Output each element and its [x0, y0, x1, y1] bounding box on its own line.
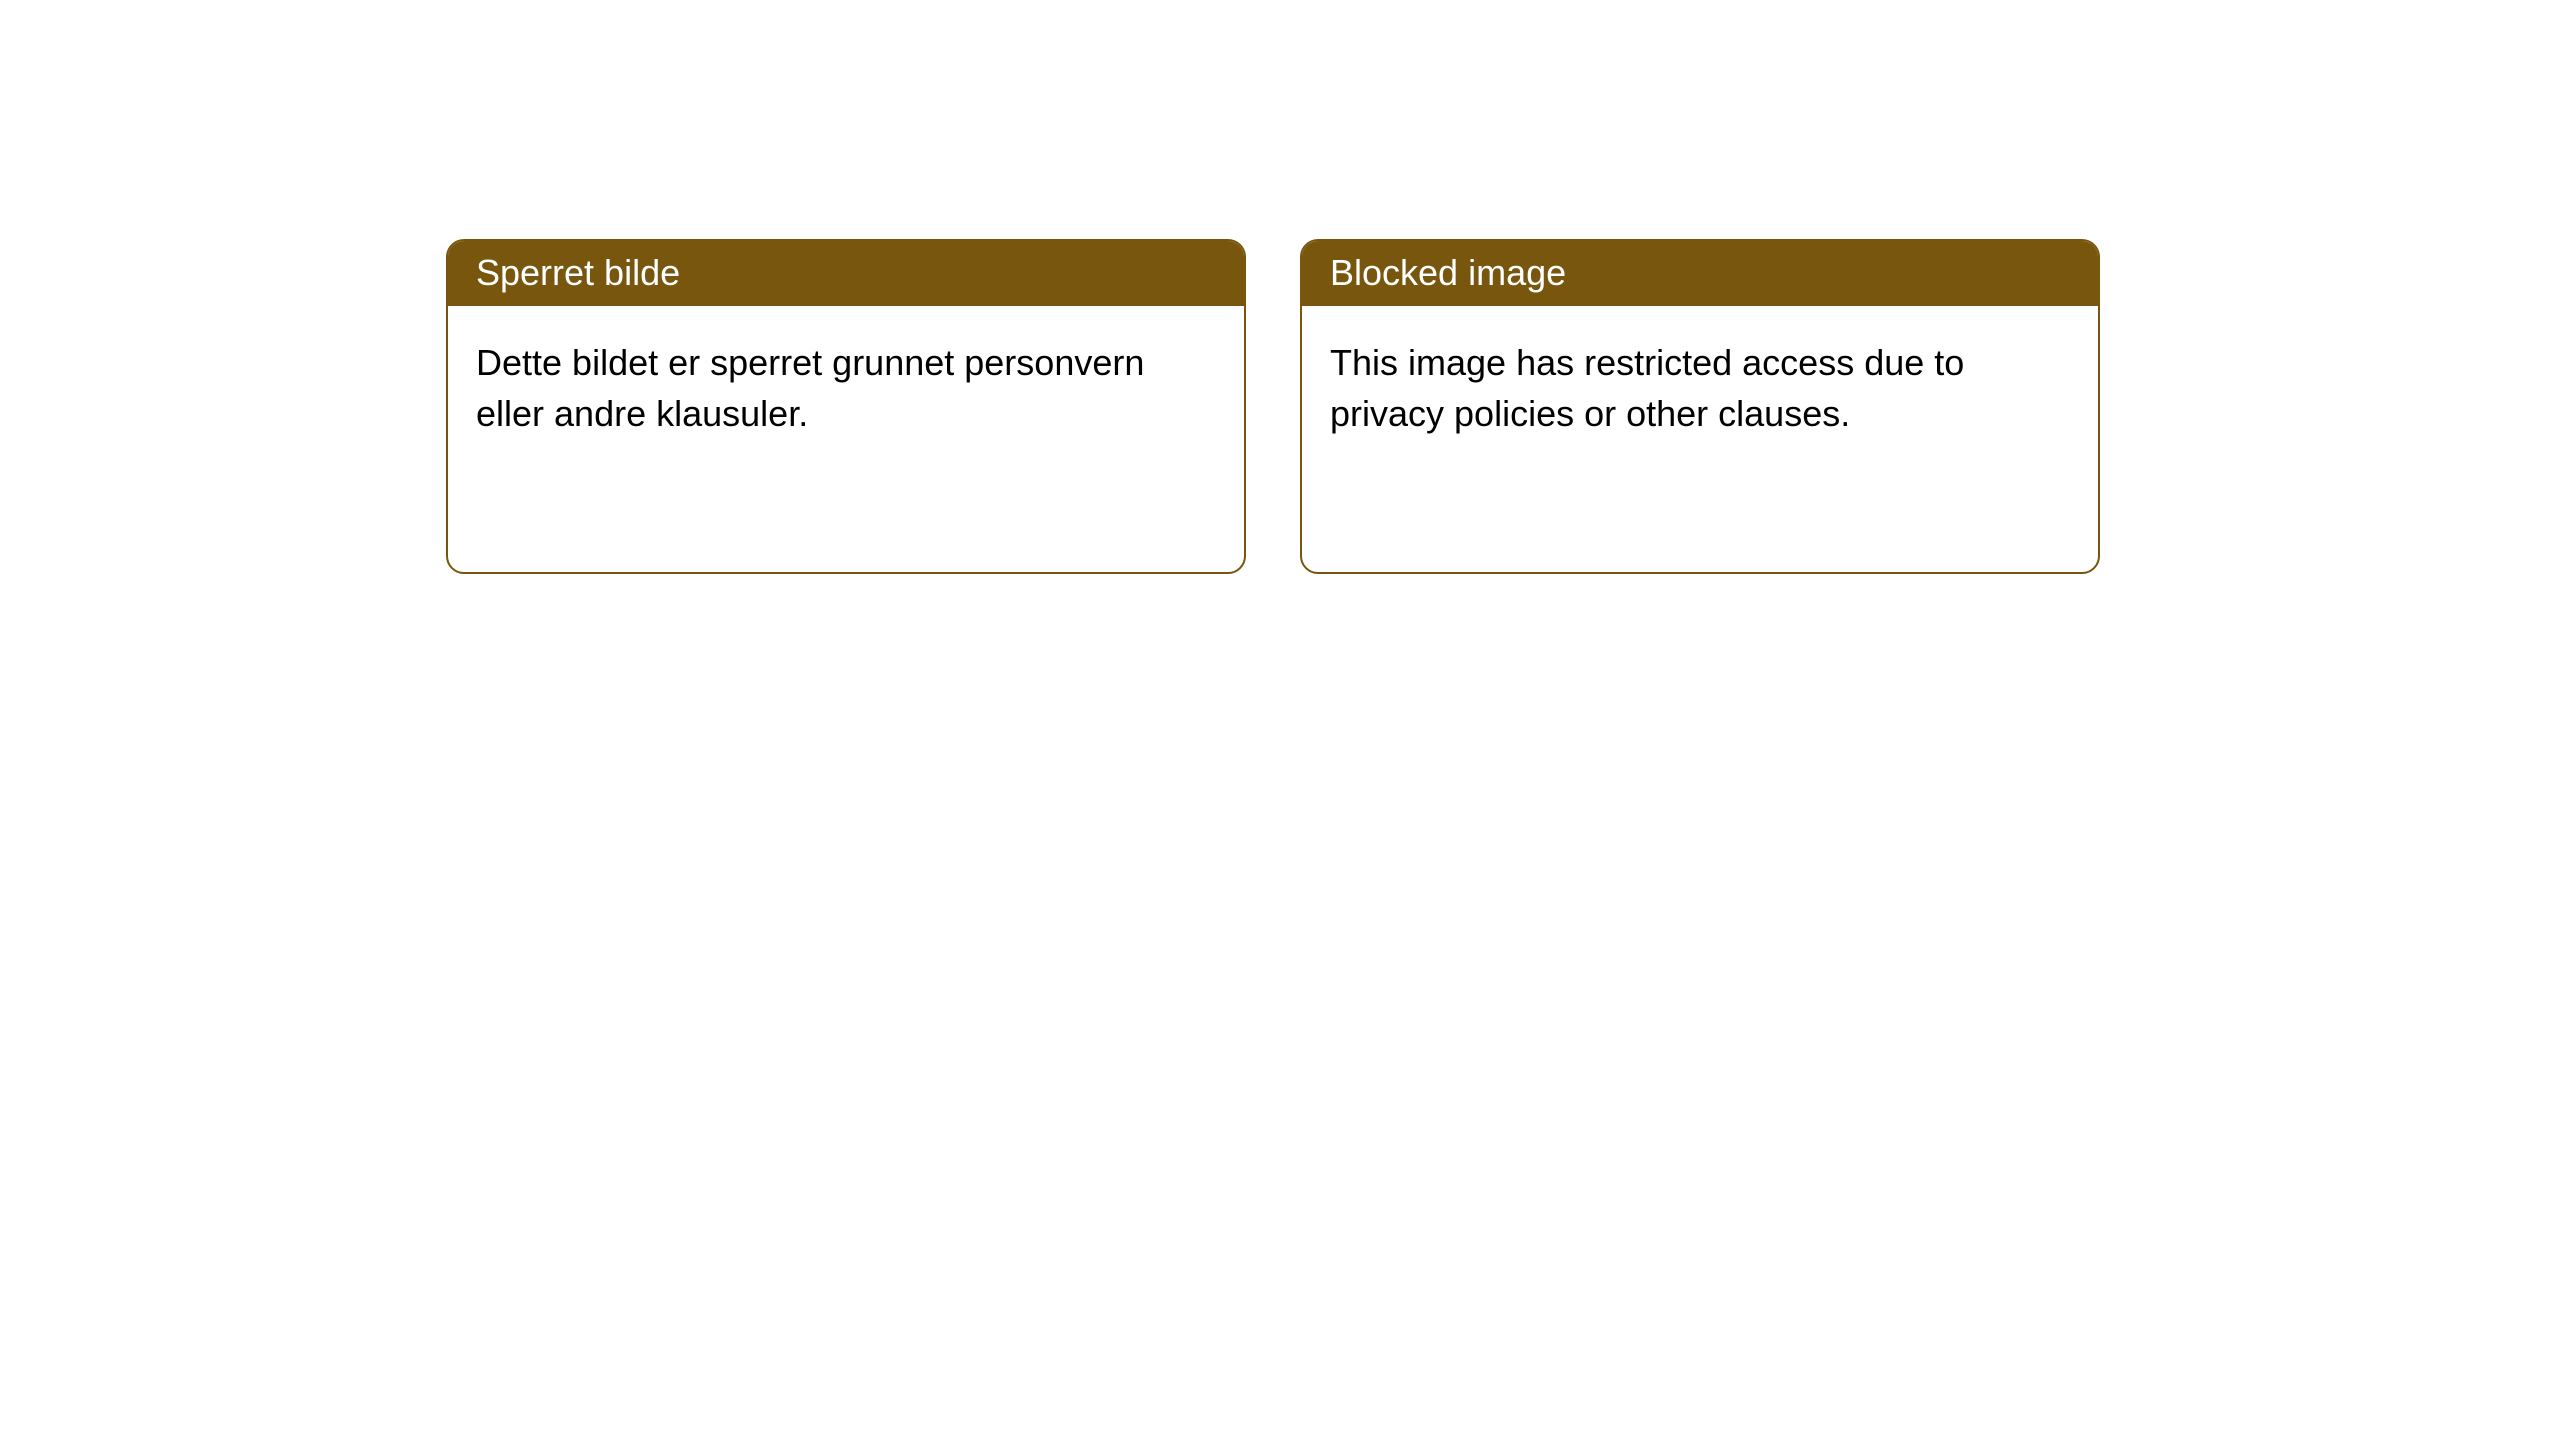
notice-card-title: Sperret bilde — [448, 241, 1244, 306]
notice-card-body: Dette bildet er sperret grunnet personve… — [448, 306, 1244, 471]
notice-card-title: Blocked image — [1302, 241, 2098, 306]
notice-card-body: This image has restricted access due to … — [1302, 306, 2098, 471]
notice-cards-container: Sperret bilde Dette bildet er sperret gr… — [0, 0, 2560, 574]
notice-card-english: Blocked image This image has restricted … — [1300, 239, 2100, 574]
notice-card-norwegian: Sperret bilde Dette bildet er sperret gr… — [446, 239, 1246, 574]
